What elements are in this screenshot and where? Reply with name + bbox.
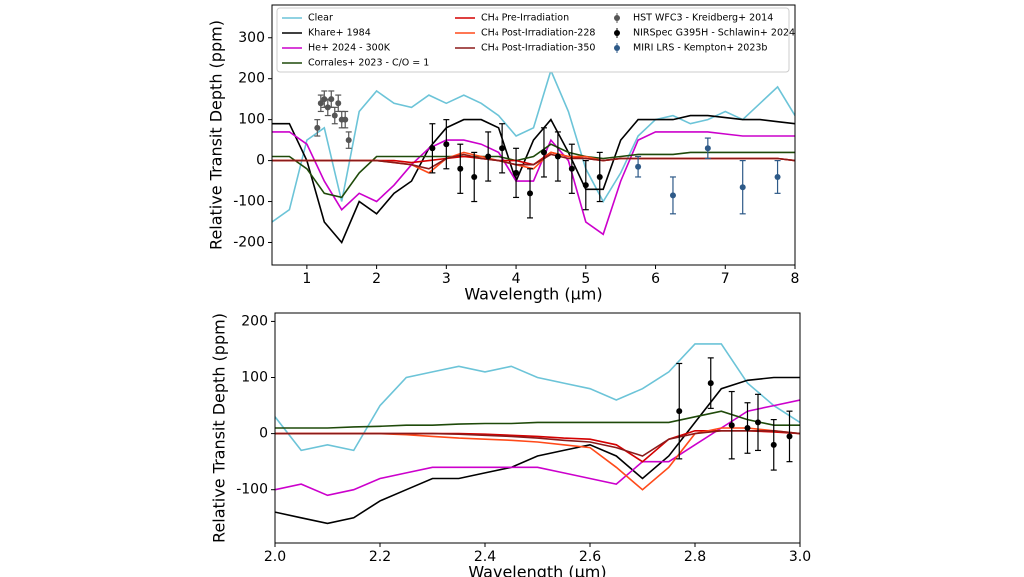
data-point (443, 141, 450, 148)
data-point (328, 96, 335, 103)
legend-label: Clear (308, 13, 333, 24)
data-point (314, 124, 321, 131)
plot-area (272, 68, 795, 245)
legend-label: CH₄ Pre-Irradiation (481, 13, 569, 24)
data-point (324, 104, 331, 111)
x-tick-label: 5 (581, 271, 590, 287)
legend-label: Khare+ 1984 (308, 28, 371, 39)
y-tick-label: 200 (238, 71, 265, 87)
data-point (676, 408, 683, 415)
x-tick-label: 1 (302, 271, 311, 287)
x-tick-label: 3.0 (789, 549, 811, 565)
data-point (707, 380, 714, 387)
data-point (335, 100, 342, 107)
y-tick-label: -100 (233, 194, 265, 210)
line-series (272, 68, 795, 223)
y-tick-label: -100 (236, 482, 268, 498)
y-tick-label: 0 (259, 426, 268, 442)
data-point (321, 96, 328, 103)
legend-swatch (614, 45, 620, 51)
legend-label: CH₄ Post-Irradiation-228 (481, 28, 595, 39)
y-tick-label: 0 (256, 153, 265, 169)
data-point (345, 137, 352, 144)
y-tick-label: 300 (238, 30, 265, 46)
legend-box (276, 7, 790, 73)
line-series (275, 343, 800, 452)
legend-label: Corrales+ 2023 - C/O = 1 (308, 58, 429, 69)
data-point (499, 145, 506, 152)
legend-label: HST WFC3 - Kreidberg+ 2014 (633, 13, 773, 24)
legend-label: CH₄ Post-Irradiation-350 (481, 43, 595, 54)
data-point (457, 165, 464, 172)
data-point (317, 100, 324, 107)
x-tick-label: 2.6 (579, 549, 601, 565)
line-series (275, 427, 800, 491)
data-point (554, 153, 561, 160)
legend-swatch (614, 30, 620, 36)
data-point (429, 145, 436, 152)
data-point (728, 422, 735, 429)
legend-label: MIRI LRS - Kempton+ 2023b (633, 43, 767, 54)
axes-frame (274, 312, 801, 544)
line-series (275, 399, 800, 497)
data-point (471, 173, 478, 180)
y-axis-label: Relative Transit Depth (ppm) (210, 313, 229, 543)
data-point (596, 173, 603, 180)
axes-frame (271, 4, 796, 266)
x-tick-label: 3 (442, 271, 451, 287)
data-point (755, 419, 761, 426)
x-tick-label: 2.2 (369, 549, 391, 565)
data-point (635, 163, 642, 170)
data-point (568, 165, 575, 172)
x-tick-label: 6 (651, 271, 660, 287)
data-point (331, 112, 338, 119)
x-tick-label: 2.8 (684, 549, 706, 565)
x-tick-label: 2 (372, 271, 381, 287)
line-series (275, 430, 800, 463)
data-point (485, 153, 492, 160)
line-series (272, 114, 795, 245)
x-tick-label: 7 (721, 271, 730, 287)
data-point (786, 433, 793, 440)
x-tick-label: 8 (791, 271, 800, 287)
data-point (744, 425, 751, 431)
x-tick-label: 2.0 (264, 549, 286, 565)
data-point (513, 169, 520, 176)
data-point (669, 192, 676, 199)
x-tick-label: 2.4 (474, 549, 496, 565)
legend-label: NIRSpec G395H - Schlawin+ 2024 (633, 28, 795, 39)
legend-swatch (614, 15, 620, 21)
x-axis-label: Wavelength (μm) (464, 285, 602, 304)
data-point (582, 182, 589, 189)
y-tick-label: 200 (241, 313, 268, 329)
line-series (275, 376, 800, 525)
data-point (704, 145, 711, 152)
line-series (272, 131, 795, 236)
data-point (342, 116, 349, 123)
data-point (540, 149, 547, 156)
data-point (774, 173, 781, 180)
y-tick-label: 100 (241, 370, 268, 386)
line-series (272, 143, 795, 199)
plot-area (275, 343, 800, 525)
y-tick-label: 100 (238, 112, 265, 128)
line-series (275, 430, 800, 457)
x-axis-label: Wavelength (μm) (468, 563, 606, 577)
legend-label: He+ 2024 - 300K (308, 43, 391, 54)
x-tick-label: 4 (512, 271, 521, 287)
y-tick-label: -200 (233, 234, 265, 250)
line-series (275, 410, 800, 429)
data-point (770, 441, 777, 448)
data-point (527, 190, 534, 197)
y-axis-label: Relative Transit Depth (ppm) (207, 20, 226, 250)
data-point (739, 184, 746, 191)
